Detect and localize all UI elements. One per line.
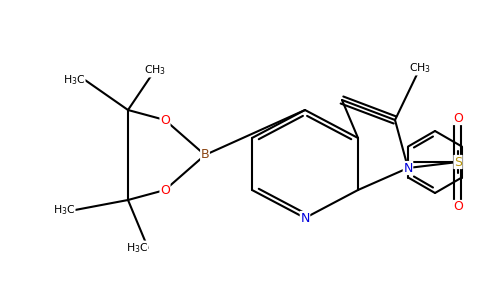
Text: O: O <box>160 184 170 196</box>
Text: O: O <box>453 200 463 214</box>
Text: H$_3$C: H$_3$C <box>125 241 148 255</box>
Text: S: S <box>454 155 462 169</box>
Text: O: O <box>453 112 463 124</box>
Text: O: O <box>160 113 170 127</box>
Text: N: N <box>300 212 310 224</box>
Text: N: N <box>403 161 413 175</box>
Text: B: B <box>201 148 209 161</box>
Text: H$_3$C: H$_3$C <box>53 203 75 217</box>
Text: CH$_3$: CH$_3$ <box>409 61 431 75</box>
Text: CH$_3$: CH$_3$ <box>144 63 166 77</box>
Text: H$_3$C: H$_3$C <box>62 73 85 87</box>
